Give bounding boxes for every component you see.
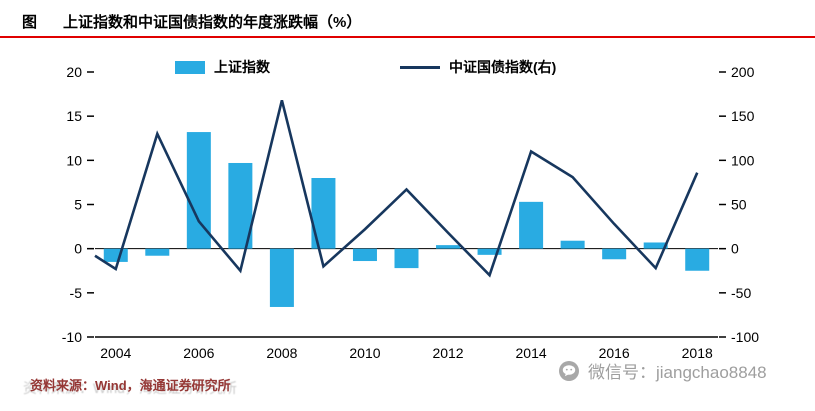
source-note: 资料来源：Wind，海通证券研究所 [30, 378, 231, 393]
bar-2005 [145, 248, 170, 256]
right-axis-tick-label: 150 [731, 108, 755, 124]
legend-item-bond-index: 中证国债指数(右) [400, 57, 556, 77]
x-axis-tick-label: 2008 [266, 345, 297, 361]
left-axis-tick-label: 15 [66, 108, 82, 124]
x-axis-tick-label: 2004 [100, 345, 131, 361]
left-axis-tick-label: -5 [70, 285, 83, 301]
legend-item-shanghai-index: 上证指数 [175, 57, 270, 77]
right-axis-tick-label: -50 [731, 285, 751, 301]
line-swatch-icon [400, 65, 440, 69]
bond-index-line [94, 99, 699, 278]
bar-2013 [477, 248, 502, 255]
x-axis-tick-label: 2018 [682, 345, 713, 361]
bar-2011 [394, 248, 419, 269]
bar-2015 [560, 240, 585, 249]
legend-label-bond-index: 中证国债指数(右) [449, 59, 557, 75]
right-axis-tick-label: 200 [731, 64, 755, 80]
bar-2004 [103, 248, 128, 262]
left-axis-tick-label: 10 [66, 152, 82, 168]
x-axis-tick-label: 2010 [349, 345, 380, 361]
right-axis-tick-label: 50 [731, 197, 747, 213]
legend-label-shanghai-index: 上证指数 [214, 59, 270, 75]
right-axis-tick-label: 0 [731, 241, 739, 257]
left-axis-tick-label: -10 [62, 329, 82, 345]
title-divider [0, 36, 815, 38]
left-axis-tick-label: 5 [74, 197, 82, 213]
bar-2017 [643, 242, 668, 249]
bar-swatch-icon [175, 60, 205, 74]
x-axis-tick-label: 2014 [516, 345, 547, 361]
wechat-watermark: 微信号：jiangchao8848 [558, 358, 767, 383]
bar-2010 [352, 248, 377, 262]
right-axis-tick-label: 100 [731, 152, 755, 168]
x-axis-tick-label: 2012 [432, 345, 463, 361]
bar-2012 [436, 245, 461, 249]
figure-tag: 图 [22, 14, 38, 31]
x-axis-tick-label: 2016 [599, 345, 630, 361]
chart-legend: 上证指数 中证国债指数(右) [175, 57, 556, 77]
bar-2014 [519, 201, 544, 249]
left-axis-tick-label: 0 [74, 241, 82, 257]
bar-2008 [269, 248, 294, 307]
figure-header: 图 上证指数和中证国债指数的年度涨跌幅（%） [22, 11, 361, 32]
x-axis-tick-label: 2006 [183, 345, 214, 361]
source-ghost-watermark: 资料来源：Wind，海通证券研究所 [23, 380, 237, 396]
wechat-icon [559, 360, 579, 381]
wechat-watermark-text: 微信号：jiangchao8848 [588, 363, 767, 382]
figure-title: 上证指数和中证国债指数的年度涨跌幅（%） [63, 14, 362, 31]
left-axis-tick-label: 20 [66, 64, 82, 80]
bar-2016 [602, 248, 627, 260]
right-axis-tick-label: -100 [731, 329, 759, 345]
bar-2018 [685, 248, 710, 271]
